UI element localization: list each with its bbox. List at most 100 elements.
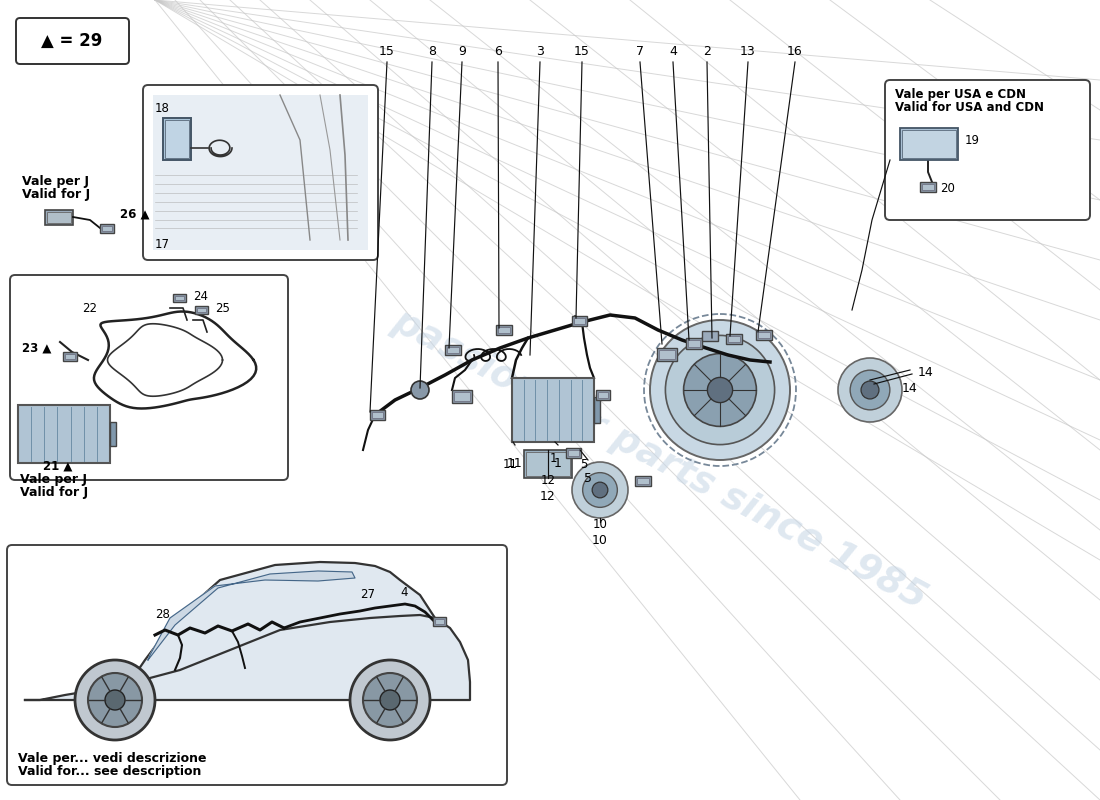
FancyBboxPatch shape	[16, 18, 129, 64]
FancyBboxPatch shape	[886, 80, 1090, 220]
Text: 9: 9	[458, 45, 466, 58]
Bar	[446, 345, 461, 355]
Polygon shape	[148, 571, 355, 660]
Bar	[594, 397, 600, 422]
Circle shape	[650, 320, 790, 460]
Text: Valid for J: Valid for J	[22, 188, 90, 201]
Bar	[688, 340, 700, 347]
Circle shape	[683, 354, 757, 426]
Text: 5: 5	[581, 458, 587, 470]
Text: 13: 13	[740, 45, 756, 58]
Text: 18: 18	[155, 102, 169, 115]
Bar	[18, 405, 110, 463]
Bar	[434, 619, 444, 624]
Text: 4: 4	[400, 586, 407, 599]
Bar	[659, 350, 675, 359]
Text: Vale per J: Vale per J	[20, 473, 87, 486]
Text: 5: 5	[584, 472, 592, 485]
Circle shape	[861, 381, 879, 399]
Bar	[758, 332, 770, 338]
Circle shape	[88, 673, 142, 727]
Text: 16: 16	[788, 45, 803, 58]
Text: 19: 19	[965, 134, 980, 147]
Text: 21 ▲: 21 ▲	[43, 460, 73, 473]
Bar	[635, 476, 651, 486]
Bar	[197, 308, 206, 312]
Circle shape	[838, 358, 902, 422]
Bar	[45, 210, 73, 225]
Text: Vale per J: Vale per J	[22, 175, 89, 188]
Bar	[702, 331, 718, 341]
Bar	[47, 212, 72, 223]
FancyBboxPatch shape	[10, 275, 288, 480]
FancyBboxPatch shape	[143, 85, 378, 260]
Bar	[452, 390, 472, 403]
Polygon shape	[130, 562, 434, 682]
Text: 14: 14	[918, 366, 934, 378]
Text: 4: 4	[669, 45, 676, 58]
Text: 7: 7	[636, 45, 644, 58]
Circle shape	[379, 690, 400, 710]
Bar	[512, 378, 594, 442]
Text: passion for parts since 1985: passion for parts since 1985	[387, 303, 933, 617]
Bar	[447, 347, 459, 353]
Bar	[175, 296, 184, 300]
Bar	[657, 348, 676, 361]
Bar	[102, 226, 112, 231]
Text: 23 ▲: 23 ▲	[22, 342, 52, 355]
Bar	[498, 327, 510, 333]
Text: 3: 3	[536, 45, 543, 58]
Bar	[902, 130, 956, 158]
Bar	[566, 448, 581, 458]
Text: 10: 10	[593, 518, 607, 530]
Text: 25: 25	[214, 302, 230, 315]
FancyBboxPatch shape	[7, 545, 507, 785]
Bar	[596, 390, 611, 400]
Text: ▲ = 29: ▲ = 29	[42, 32, 102, 50]
Bar	[920, 182, 936, 192]
Bar	[922, 184, 934, 190]
Bar	[100, 224, 114, 233]
Text: Valid for... see description: Valid for... see description	[18, 765, 201, 778]
Text: 28: 28	[155, 608, 169, 621]
Bar	[195, 306, 208, 314]
Bar	[110, 422, 115, 446]
Bar	[726, 334, 742, 344]
Text: 15: 15	[379, 45, 395, 58]
Text: 8: 8	[428, 45, 436, 58]
Circle shape	[104, 690, 125, 710]
Text: Vale per USA e CDN: Vale per USA e CDN	[895, 88, 1026, 101]
Circle shape	[583, 473, 617, 507]
Text: 17: 17	[155, 238, 170, 251]
Text: Vale per... vedi descrizione: Vale per... vedi descrizione	[18, 752, 207, 765]
Circle shape	[666, 335, 774, 445]
Bar	[637, 478, 649, 484]
Circle shape	[75, 660, 155, 740]
Bar	[572, 316, 587, 326]
Text: 2: 2	[703, 45, 711, 58]
Bar	[163, 118, 191, 160]
Text: 12: 12	[540, 490, 556, 503]
Text: 14: 14	[902, 382, 917, 395]
Bar	[165, 120, 189, 158]
Bar	[63, 352, 77, 361]
Bar	[524, 450, 572, 478]
Text: 11: 11	[507, 457, 522, 470]
Bar	[574, 318, 585, 324]
Text: Valid for USA and CDN: Valid for USA and CDN	[895, 101, 1044, 114]
Bar	[173, 294, 186, 302]
Bar	[526, 452, 570, 476]
Text: 24: 24	[192, 290, 208, 303]
Bar	[686, 338, 702, 349]
Text: 1: 1	[554, 457, 562, 470]
Text: 15: 15	[574, 45, 590, 58]
Bar	[496, 325, 512, 335]
Text: Valid for J: Valid for J	[20, 486, 88, 499]
Text: 6: 6	[494, 45, 502, 58]
Text: 10: 10	[592, 534, 608, 547]
Text: 12: 12	[540, 474, 556, 486]
Text: 27: 27	[360, 588, 375, 601]
Bar	[728, 336, 740, 342]
Polygon shape	[25, 615, 470, 700]
Text: 20: 20	[940, 182, 955, 195]
